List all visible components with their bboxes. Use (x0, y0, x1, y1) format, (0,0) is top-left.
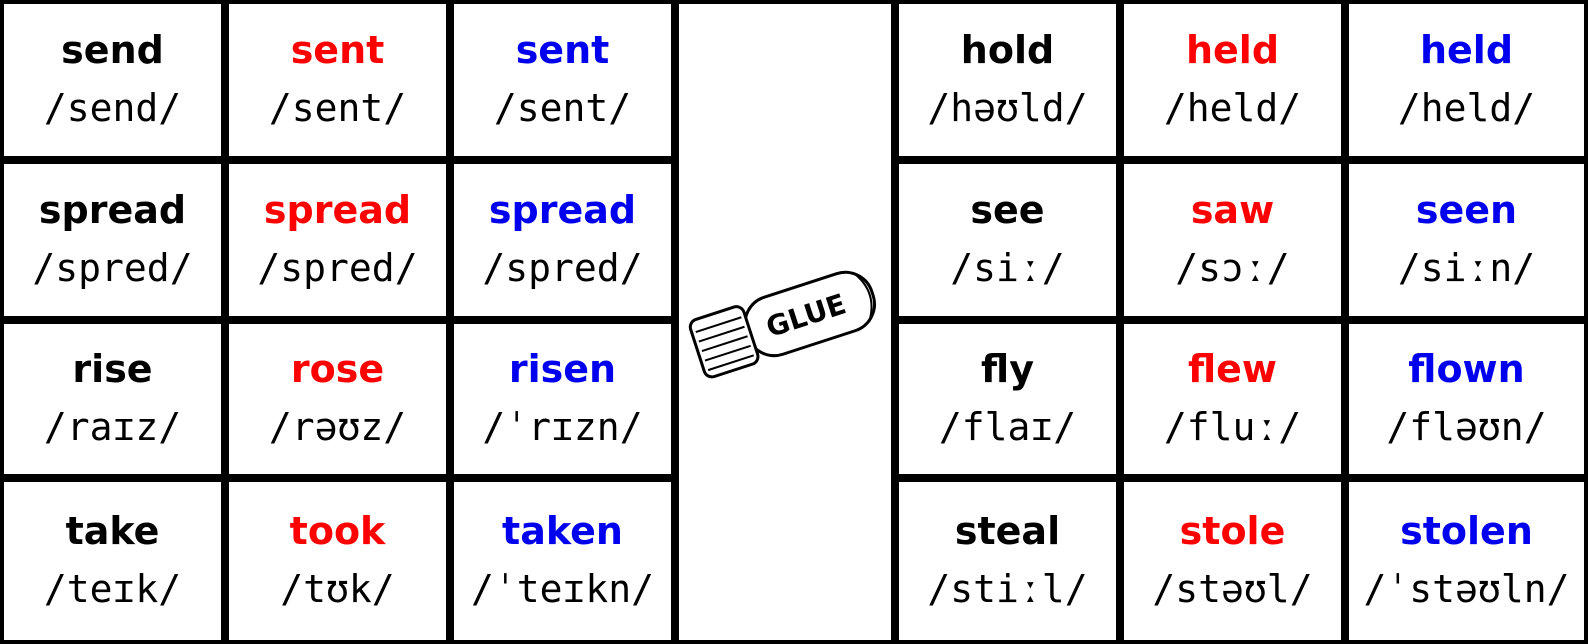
verb-form: stole (1179, 509, 1286, 553)
verb-cell: seen/siːn/ (1349, 164, 1584, 316)
phonetic: /spred/ (32, 246, 193, 290)
phonetic: /spred/ (482, 246, 643, 290)
glue-stick: GLUE (688, 270, 876, 379)
glue-column: GLUE (679, 4, 891, 640)
verb-form: saw (1190, 188, 1275, 232)
verb-form: taken (502, 509, 623, 553)
verb-form: risen (508, 347, 617, 391)
verb-cell: spread/spred/ (4, 164, 221, 316)
phonetic: /spred/ (257, 246, 418, 290)
verb-cell: held/held/ (1349, 4, 1584, 156)
verb-cell: see/siː/ (899, 164, 1116, 316)
verb-cell: spread/spred/ (454, 164, 671, 316)
verb-form: spread (38, 188, 187, 232)
phonetic: /sɔː/ (1175, 246, 1290, 290)
phonetic: /ˈstəʊln/ (1363, 567, 1570, 611)
phonetic: /raɪz/ (43, 405, 182, 449)
verb-form: held (1419, 28, 1514, 72)
verb-form: spread (263, 188, 412, 232)
phonetic: /fləʊn/ (1386, 405, 1547, 449)
verb-form: flew (1187, 347, 1278, 391)
phonetic: /siː/ (950, 246, 1065, 290)
phonetic: /teɪk/ (43, 567, 182, 611)
verb-form: send (61, 28, 164, 72)
verb-cell: send/send/ (4, 4, 221, 156)
phonetic: /tʊk/ (280, 567, 395, 611)
phonetic: /ˈteɪkn/ (470, 567, 655, 611)
phonetic: /siːn/ (1397, 246, 1536, 290)
phonetic: /ˈrɪzn/ (482, 405, 643, 449)
verb-cell: steal/stiːl/ (899, 482, 1116, 640)
phonetic: /stiːl/ (927, 567, 1088, 611)
verb-form: rose (290, 347, 385, 391)
verb-cell: took/tʊk/ (229, 482, 446, 640)
phonetic: /held/ (1397, 86, 1536, 130)
verb-cell: take/teɪk/ (4, 482, 221, 640)
verb-cell: sent/sent/ (229, 4, 446, 156)
verb-form: hold (960, 28, 1055, 72)
verb-cell: rise/raɪz/ (4, 324, 221, 474)
verb-cell: saw/sɔː/ (1124, 164, 1341, 316)
verb-form: sent (290, 28, 385, 72)
verb-form: take (65, 509, 160, 553)
verb-form: sent (515, 28, 610, 72)
phonetic: /rəʊz/ (268, 405, 407, 449)
verb-form: spread (488, 188, 637, 232)
verb-form: steal (954, 509, 1061, 553)
verb-cell: sent/sent/ (454, 4, 671, 156)
verb-cell: flown/fləʊn/ (1349, 324, 1584, 474)
phonetic: /held/ (1163, 86, 1302, 130)
verb-cell: taken/ˈteɪkn/ (454, 482, 671, 640)
verb-form: fly (981, 347, 1034, 391)
verb-form: seen (1415, 188, 1518, 232)
verb-form: see (970, 188, 1045, 232)
phonetic: /həʊld/ (927, 86, 1088, 130)
verb-form: rise (72, 347, 153, 391)
verb-cell: risen/ˈrɪzn/ (454, 324, 671, 474)
verb-cell: spread/spred/ (229, 164, 446, 316)
phonetic: /flaɪ/ (938, 405, 1077, 449)
verb-cell: rose/rəʊz/ (229, 324, 446, 474)
verb-cell: stole/stəʊl/ (1124, 482, 1341, 640)
verb-form: stolen (1400, 509, 1533, 553)
phonetic: /send/ (43, 86, 182, 130)
verb-form: took (289, 509, 386, 553)
phonetic: /stəʊl/ (1152, 567, 1313, 611)
verb-form: flown (1408, 347, 1525, 391)
phonetic: /fluː/ (1163, 405, 1302, 449)
verb-cell: held/held/ (1124, 4, 1341, 156)
verb-form: held (1185, 28, 1280, 72)
phonetic: /sent/ (268, 86, 407, 130)
verb-cell: fly/flaɪ/ (899, 324, 1116, 474)
verb-cell: hold/həʊld/ (899, 4, 1116, 156)
verb-cell: flew/fluː/ (1124, 324, 1341, 474)
verb-cell: stolen/ˈstəʊln/ (1349, 482, 1584, 640)
phonetic: /sent/ (493, 86, 632, 130)
